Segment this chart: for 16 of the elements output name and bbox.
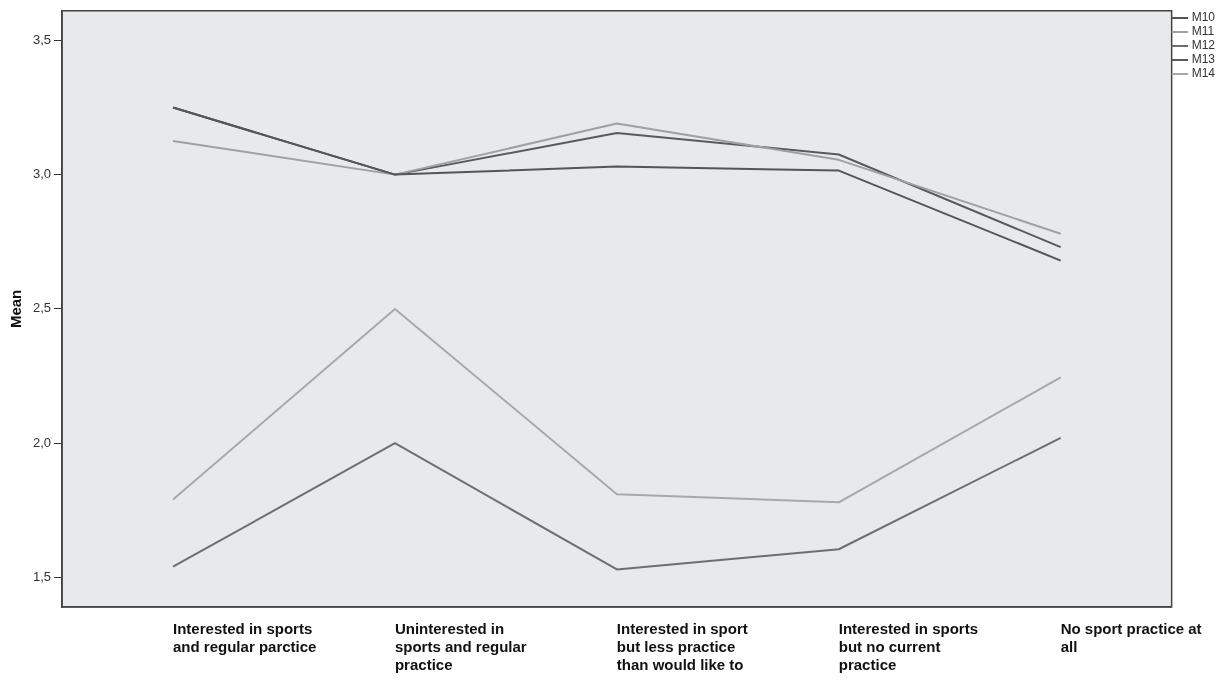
y-tick-label: 1,5 [32,569,52,585]
y-tick-label: 2,5 [32,300,52,316]
x-tick-label: Uninterested in sports and regular practice [394,620,527,674]
legend-label: M13 [1191,52,1216,67]
x-tick-label: Interested in sport but less practice than would like to [616,620,748,674]
legend-label: M10 [1191,10,1216,25]
legend-label: M14 [1191,66,1216,81]
y-axis-title: Mean [7,289,25,329]
legend-label: M12 [1191,38,1216,53]
x-tick-label: Interested in sports and regular parctice [173,620,317,656]
x-tick-label: Interested in sports but no current practice [838,620,978,674]
y-tick-label: 3,5 [32,31,52,47]
y-tick-label: 2,0 [32,434,52,450]
x-tick-label: No sport practice at all [1060,620,1202,656]
y-tick-label: 3,0 [32,166,52,182]
legend-label: M11 [1191,24,1215,39]
